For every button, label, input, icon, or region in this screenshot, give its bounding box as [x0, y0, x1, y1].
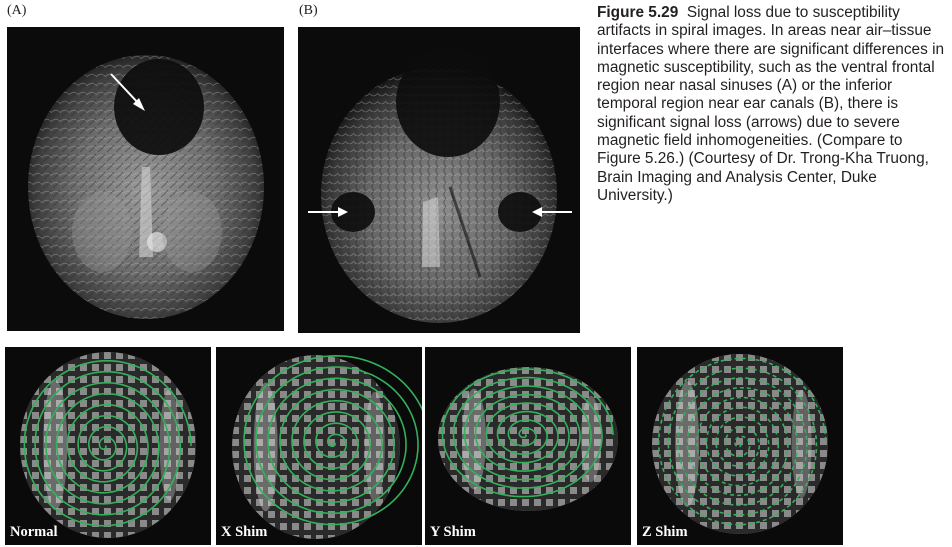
- panel-label-b: (B): [299, 3, 318, 18]
- spiral-trajectory: [23, 359, 192, 527]
- arrow-marker-left: [308, 207, 348, 217]
- phantom-spiral-image-normal: [20, 352, 196, 538]
- phantom-spiral-image-y: [438, 367, 618, 511]
- figure-caption: Figure 5.29 Signal loss due to susceptib…: [597, 4, 947, 205]
- mri-image-a: [7, 27, 284, 331]
- shim-label-y: Y Shim: [430, 524, 476, 540]
- figure-number: Figure 5.29: [597, 4, 679, 21]
- spiral-trajectory: [441, 368, 614, 498]
- phantom-spiral-image-x: [232, 354, 422, 539]
- shim-panel-normal: Normal: [5, 347, 211, 545]
- mri-image-b: [298, 27, 580, 333]
- arrow-marker-right: [532, 207, 572, 217]
- phantom-grid: [232, 355, 400, 539]
- caption-text: Signal loss due to susceptibility artifa…: [597, 4, 945, 204]
- shim-label-z: Z Shim: [642, 524, 688, 540]
- spiral-trajectory: [243, 354, 422, 526]
- shim-panel-z: Z Shim: [637, 347, 843, 545]
- shim-panel-y: Y Shim: [425, 347, 631, 545]
- panel-label-a: (A): [7, 3, 27, 18]
- shim-label-x: X Shim: [221, 524, 268, 540]
- spiral-trajectory: [657, 357, 827, 526]
- shim-panel-x: X Shim: [216, 347, 422, 545]
- shim-label-normal: Normal: [10, 524, 58, 540]
- phantom-spiral-image-z: [652, 354, 828, 534]
- arrow-marker: [110, 73, 145, 111]
